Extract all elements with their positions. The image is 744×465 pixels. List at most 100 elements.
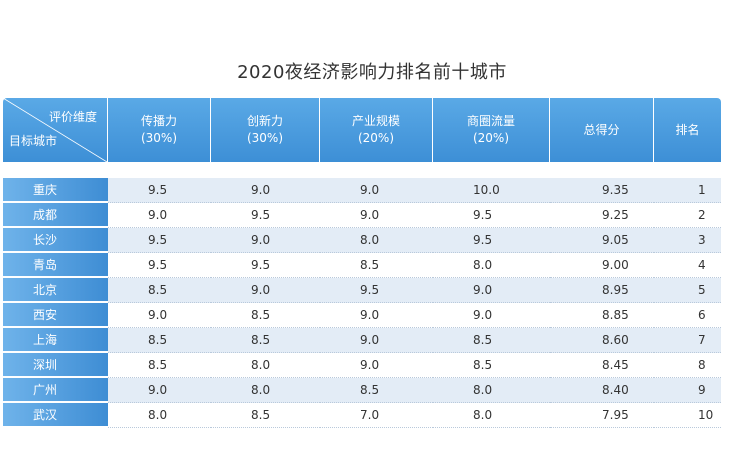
- rank-cell: 3: [654, 228, 721, 253]
- column-header-name: 总得分: [583, 122, 620, 137]
- total-score-cell: 7.95: [550, 403, 654, 428]
- industry-scale-cell: 9.0: [320, 353, 433, 378]
- spread-score-cell: 9.5: [108, 228, 211, 253]
- column-header-weight: (30%): [140, 131, 178, 145]
- rank-cell: 8: [654, 353, 721, 378]
- city-cell: 深圳: [3, 353, 108, 378]
- rank-cell: 4: [654, 253, 721, 278]
- spread-score-cell: 8.5: [108, 353, 211, 378]
- innovation-score-cell: 8.5: [211, 403, 320, 428]
- industry-scale-cell: 9.0: [320, 328, 433, 353]
- spread-score-cell: 9.5: [108, 253, 211, 278]
- table-row: 深圳 8.5 8.0 9.0 8.5 8.45 8: [3, 353, 721, 378]
- spread-score-cell: 8.0: [108, 403, 211, 428]
- corner-dimension-label: 评价维度: [48, 110, 97, 124]
- total-score-cell: 9.25: [550, 203, 654, 228]
- table-row: 青岛 9.5 9.5 8.5 8.0 9.00 4: [3, 253, 721, 278]
- traffic-score-cell: 9.0: [433, 303, 550, 328]
- header-row: 评价维度 目标城市 传播力 (30%) 创新力 (30%) 产业规模 (20%)…: [3, 98, 721, 162]
- traffic-score-cell: 8.0: [433, 403, 550, 428]
- total-score-cell: 8.85: [550, 303, 654, 328]
- total-score-cell: 9.00: [550, 253, 654, 278]
- corner-header-cell: 评价维度 目标城市: [3, 98, 108, 162]
- table-row: 成都 9.0 9.5 9.0 9.5 9.25 2: [3, 203, 721, 228]
- column-header: 总得分: [550, 98, 654, 162]
- city-cell: 成都: [3, 203, 108, 228]
- traffic-score-cell: 8.5: [433, 353, 550, 378]
- rank-cell: 2: [654, 203, 721, 228]
- traffic-score-cell: 8.0: [433, 378, 550, 403]
- city-cell: 北京: [3, 278, 108, 303]
- corner-city-label: 目标城市: [9, 134, 58, 148]
- column-header-name: 商圈流量: [466, 114, 515, 128]
- traffic-score-cell: 8.5: [433, 328, 550, 353]
- innovation-score-cell: 9.0: [211, 228, 320, 253]
- spread-score-cell: 9.5: [108, 178, 211, 203]
- column-header: 创新力 (30%): [211, 98, 320, 162]
- table-row: 西安 9.0 8.5 9.0 9.0 8.85 6: [3, 303, 721, 328]
- chart-title: 2020夜经济影响力排名前十城市: [237, 62, 507, 83]
- column-header-name: 排名: [675, 122, 700, 137]
- rank-cell: 9: [654, 378, 721, 403]
- industry-scale-cell: 7.0: [320, 403, 433, 428]
- column-header: 产业规模 (20%): [320, 98, 433, 162]
- innovation-score-cell: 8.5: [211, 328, 320, 353]
- total-score-cell: 8.95: [550, 278, 654, 303]
- rank-cell: 1: [654, 178, 721, 203]
- column-header-weight: (30%): [246, 131, 284, 145]
- traffic-score-cell: 8.0: [433, 253, 550, 278]
- rank-cell: 7: [654, 328, 721, 353]
- column-header-weight: (20%): [472, 131, 510, 145]
- rank-cell: 10: [654, 403, 721, 428]
- traffic-score-cell: 10.0: [433, 178, 550, 203]
- table-row: 长沙 9.5 9.0 8.0 9.5 9.05 3: [3, 228, 721, 253]
- column-header-name: 产业规模: [351, 114, 400, 128]
- ranking-table: 评价维度 目标城市 传播力 (30%) 创新力 (30%) 产业规模 (20%)…: [3, 98, 721, 428]
- innovation-score-cell: 8.5: [211, 303, 320, 328]
- city-cell: 广州: [3, 378, 108, 403]
- innovation-score-cell: 8.0: [211, 378, 320, 403]
- column-header: 排名: [654, 98, 721, 162]
- spread-score-cell: 9.0: [108, 378, 211, 403]
- spread-score-cell: 8.5: [108, 328, 211, 353]
- column-header: 商圈流量 (20%): [433, 98, 550, 162]
- table-body: 重庆 9.5 9.0 9.0 10.0 9.35 1 成都 9.0 9.5 9.0 9.5 9.25 2 长…: [3, 162, 721, 428]
- total-score-cell: 9.35: [550, 178, 654, 203]
- city-cell: 西安: [3, 303, 108, 328]
- column-header-weight: (20%): [357, 131, 395, 145]
- industry-scale-cell: 9.5: [320, 278, 433, 303]
- industry-scale-cell: 9.0: [320, 203, 433, 228]
- city-cell: 武汉: [3, 403, 108, 428]
- industry-scale-cell: 8.0: [320, 228, 433, 253]
- table-row: 武汉 8.0 8.5 7.0 8.0 7.95 10: [3, 403, 721, 428]
- city-cell: 重庆: [3, 178, 108, 203]
- traffic-score-cell: 9.0: [433, 278, 550, 303]
- spread-score-cell: 8.5: [108, 278, 211, 303]
- table-row: 上海 8.5 8.5 9.0 8.5 8.60 7: [3, 328, 721, 353]
- column-header: 传播力 (30%): [108, 98, 211, 162]
- innovation-score-cell: 9.5: [211, 253, 320, 278]
- industry-scale-cell: 8.5: [320, 253, 433, 278]
- city-cell: 青岛: [3, 253, 108, 278]
- total-score-cell: 8.60: [550, 328, 654, 353]
- total-score-cell: 8.45: [550, 353, 654, 378]
- industry-scale-cell: 9.0: [320, 178, 433, 203]
- innovation-score-cell: 9.5: [211, 203, 320, 228]
- rank-cell: 6: [654, 303, 721, 328]
- rank-cell: 5: [654, 278, 721, 303]
- spread-score-cell: 9.0: [108, 303, 211, 328]
- city-cell: 上海: [3, 328, 108, 353]
- innovation-score-cell: 8.0: [211, 353, 320, 378]
- industry-scale-cell: 9.0: [320, 303, 433, 328]
- table-row: 北京 8.5 9.0 9.5 9.0 8.95 5: [3, 278, 721, 303]
- innovation-score-cell: 9.0: [211, 178, 320, 203]
- city-cell: 长沙: [3, 228, 108, 253]
- corner-diagonal-line: [3, 98, 107, 162]
- spread-score-cell: 9.0: [108, 203, 211, 228]
- table-row: 广州 9.0 8.0 8.5 8.0 8.40 9: [3, 378, 721, 403]
- spacer-cell: [3, 162, 721, 178]
- total-score-cell: 8.40: [550, 378, 654, 403]
- traffic-score-cell: 9.5: [433, 203, 550, 228]
- total-score-cell: 9.05: [550, 228, 654, 253]
